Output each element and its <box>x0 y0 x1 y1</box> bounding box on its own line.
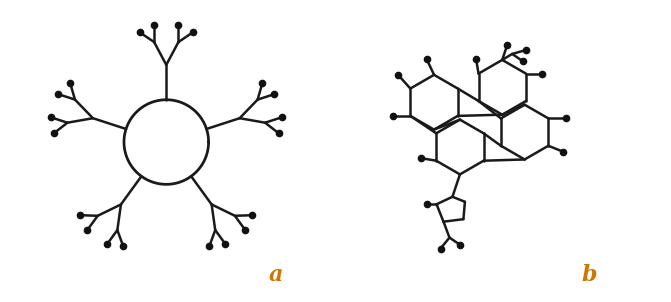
Text: b: b <box>582 264 597 286</box>
Text: a: a <box>268 264 283 286</box>
